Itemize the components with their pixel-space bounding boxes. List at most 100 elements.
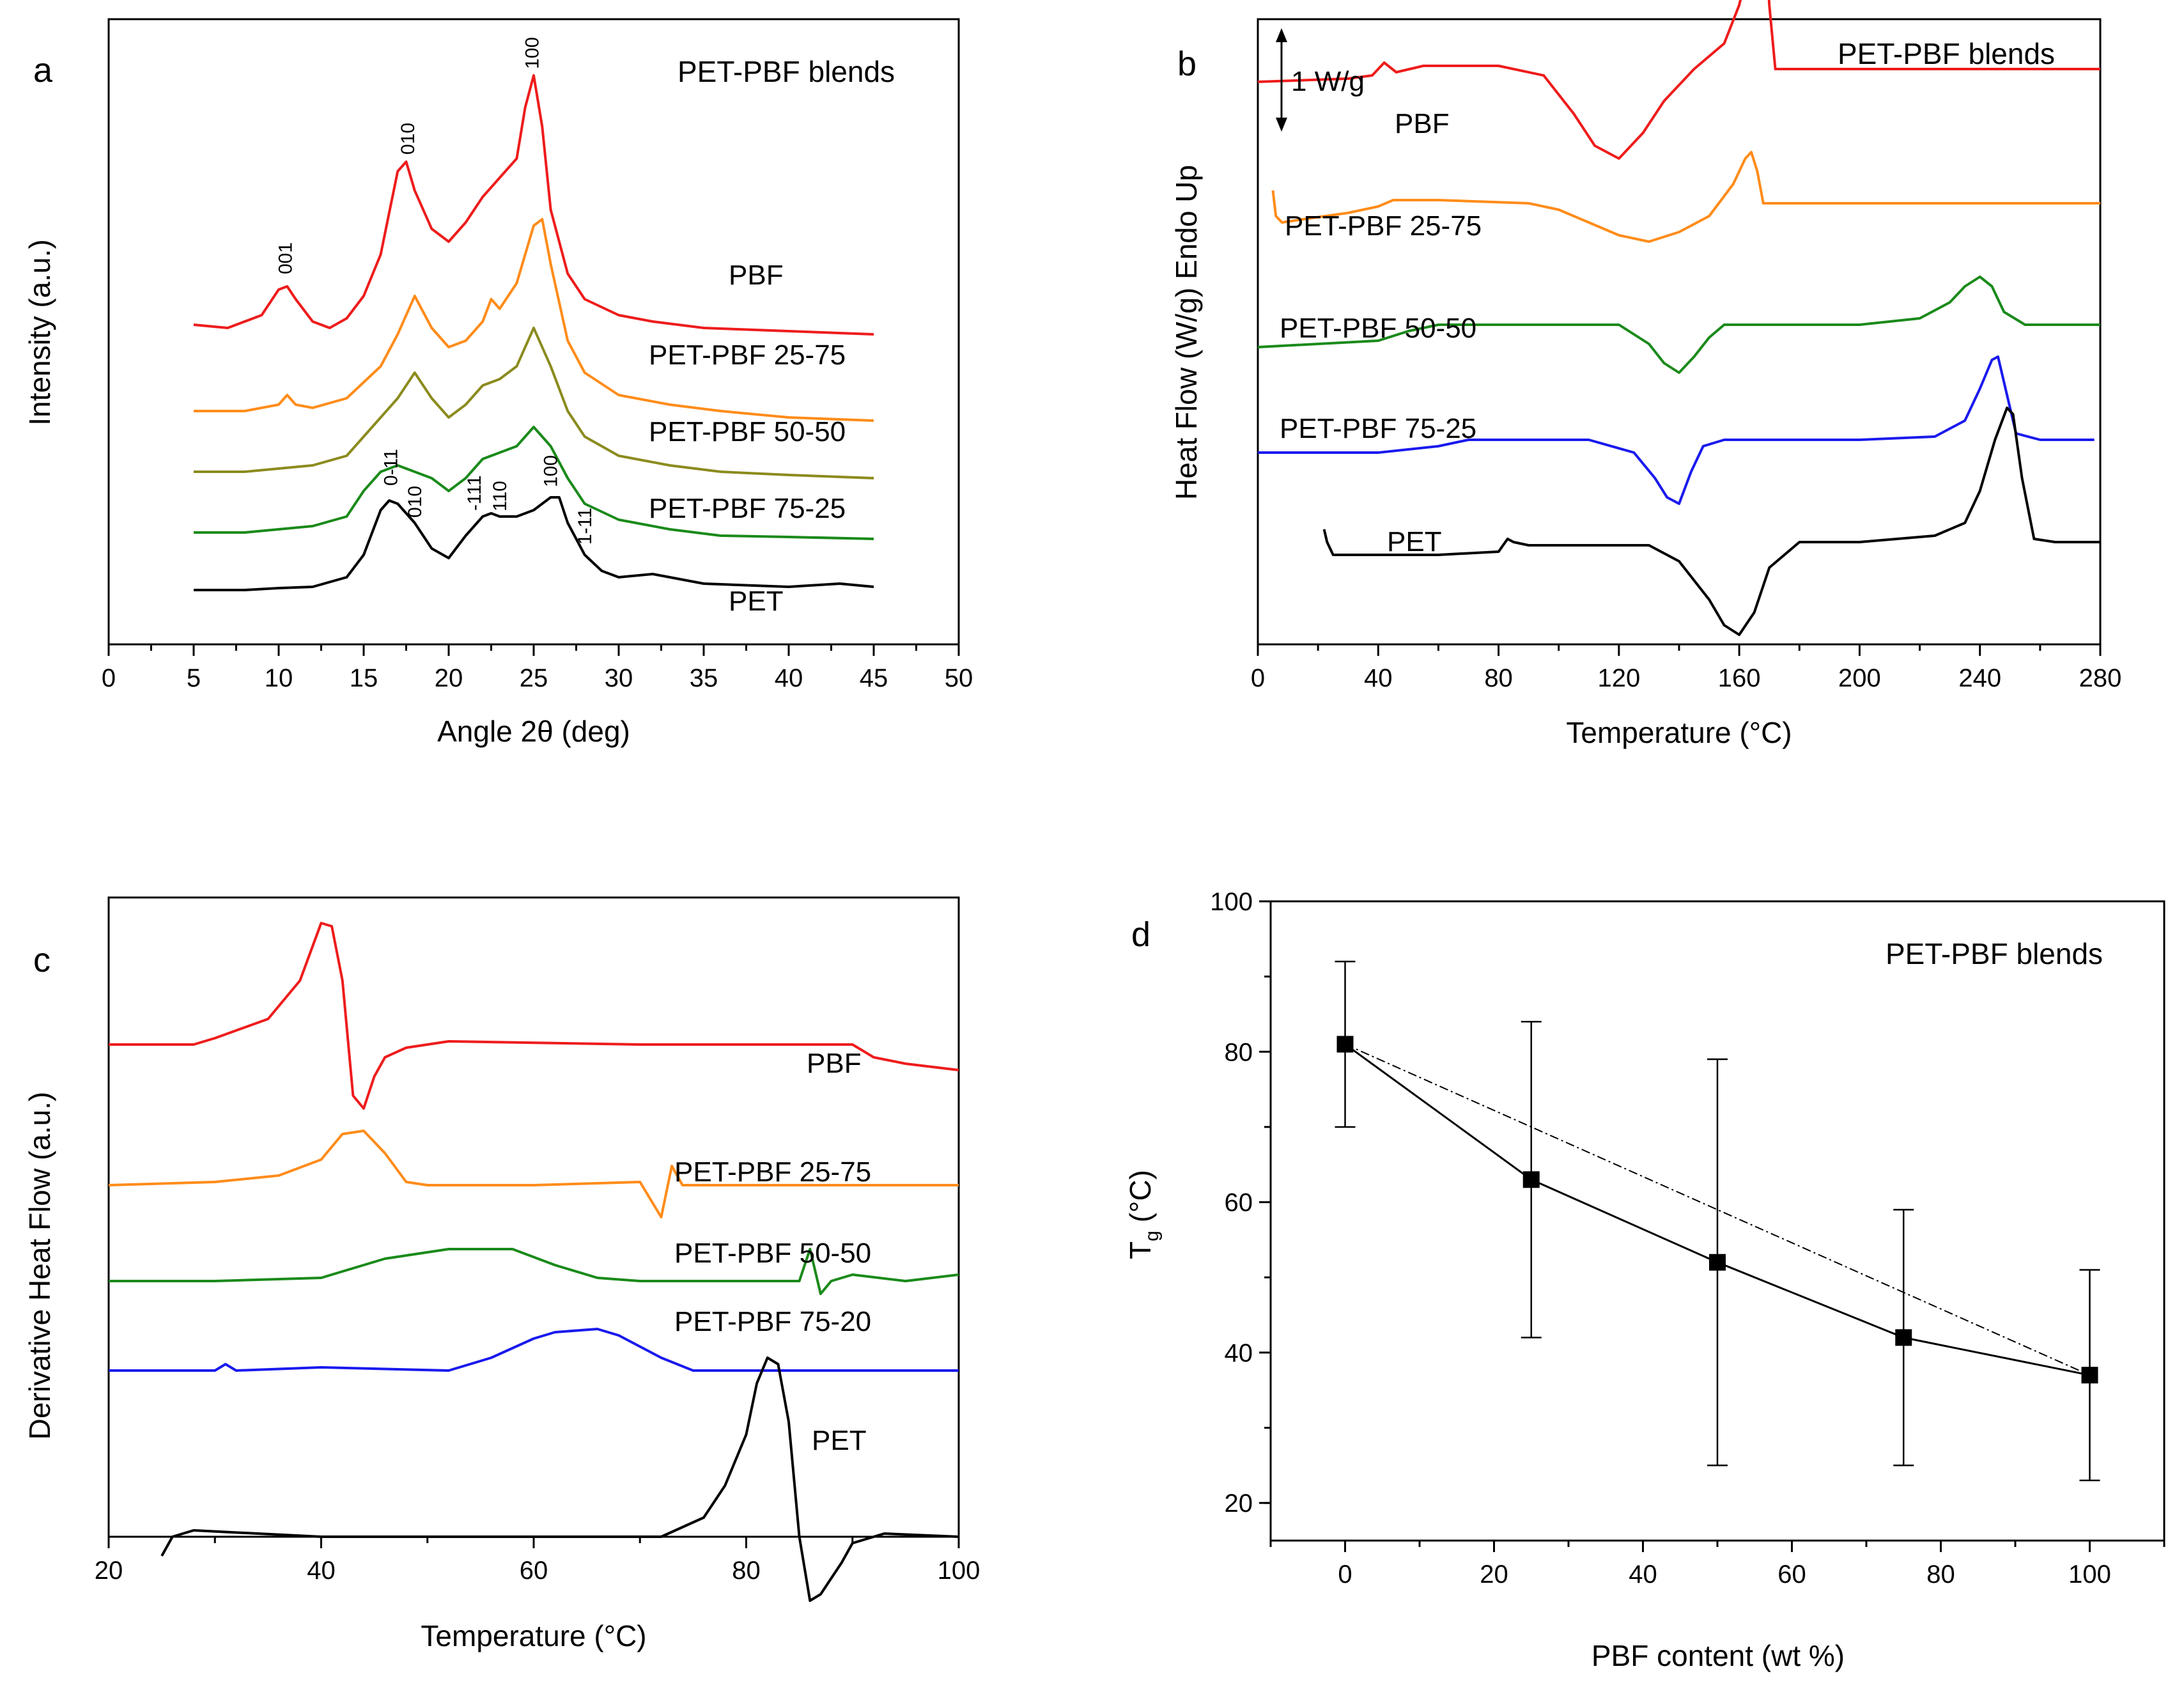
ideal-mixing-line	[1345, 1043, 2090, 1376]
x-tick-label-40: 40	[307, 1557, 336, 1585]
panel-b-y-axis-label: Heat Flow (W/g) Endo Up	[1170, 165, 1203, 500]
curve-label-pet-pbf-25-75: PET-PBF 25-75	[674, 1156, 871, 1188]
x-tick-label-120: 120	[1597, 664, 1640, 692]
curve-label-pbf: PBF	[1395, 108, 1450, 139]
panel-d-letter: d	[1131, 915, 1150, 954]
curve-pbf	[1257, 0, 2100, 160]
curve-label-pet-pbf-50-50: PET-PBF 50-50	[649, 416, 846, 447]
x-tick-label-25: 25	[520, 664, 548, 692]
panel-c-curves: PBF PET-PBF 25-75 PET-PBF 50-50 PET-PBF 75-…	[108, 922, 959, 1602]
panel-d-y-label-main: T	[1124, 1241, 1157, 1259]
panel-d-x-axis-label: PBF content (wt %)	[1592, 1639, 1845, 1672]
y-tick-label-80: 80	[1225, 1038, 1253, 1066]
curve-label-pet-pbf-75-25: PET-PBF 75-25	[649, 493, 846, 524]
panel-d-y-label-unit: (°C)	[1124, 1170, 1157, 1231]
x-tick-label-20: 20	[95, 1557, 123, 1585]
panel-a-curves: PBF PET-PBF 25-75 PET-PBF 50-50 PET-PBF 75-…	[193, 37, 874, 617]
panel-a-xrd-chart: a PBF PET-PBF 25-75 PET-PBF 50-50 PET-PBF 7…	[23, 18, 973, 748]
panel-d-legend-title: PET-PBF blends	[1886, 937, 2103, 970]
peak-label-pet-010: 010	[405, 486, 426, 518]
x-tick-label-15: 15	[350, 664, 378, 692]
panel-c-x-ticks: 20 40 60 80 100	[95, 1537, 980, 1585]
panel-a-letter: a	[33, 51, 53, 89]
x-tick-label-40: 40	[1629, 1560, 1657, 1589]
x-tick-label-50: 50	[945, 664, 973, 692]
curve-label-pbf: PBF	[807, 1048, 862, 1079]
x-tick-label-280: 280	[2079, 664, 2122, 692]
x-tick-label-80: 80	[1926, 1560, 1955, 1589]
x-tick-label-100: 100	[2068, 1560, 2111, 1589]
panel-a-y-axis-label: Intensity (a.u.)	[23, 239, 56, 425]
curve-label-pet-pbf-75-25: PET-PBF 75-25	[1280, 413, 1476, 444]
panel-d-y-ticks: 20 40 60 80 100	[1210, 888, 1271, 1518]
x-tick-label-35: 35	[690, 664, 718, 692]
panel-a-x-axis-label: Angle 2θ (deg)	[437, 715, 630, 748]
panel-c-derivative-chart: c PBF PET-PBF 25-75 PET-PBF 50-50 PET-PBF 7…	[23, 896, 980, 1652]
x-tick-label-20: 20	[435, 664, 463, 692]
curve-pet-pbf-50-50	[194, 327, 874, 479]
x-tick-label-45: 45	[860, 664, 888, 692]
curve-pet-pbf-25-75	[1271, 151, 2100, 243]
x-tick-label-60: 60	[1777, 1560, 1806, 1589]
panel-d-tg-chart: d 20 40 60 80 100 0 20 40 60 80 100 PET-PBF blend…	[1124, 888, 2165, 1672]
peak-label-pet-100: 100	[541, 455, 562, 487]
curve-label-pet: PET	[729, 586, 784, 617]
panel-c-letter: c	[33, 941, 50, 979]
x-tick-label-10: 10	[265, 664, 293, 692]
curve-pet-pbf-75-25	[194, 426, 874, 540]
peak-label-pet-110: 110	[490, 481, 511, 511]
panel-d-x-ticks: 0 20 40 60 80 100	[1269, 1541, 2165, 1589]
panel-b-curves: PBF PET-PBF 25-75 PET-PBF 50-50 PET-PBF 75-…	[1257, 0, 2100, 636]
scale-bar-arrow-down-icon	[1276, 118, 1287, 132]
x-tick-label-5: 5	[187, 664, 201, 692]
curve-label-pet: PET	[1387, 526, 1442, 557]
panel-d-plot	[1335, 960, 2100, 1482]
panel-a-x-ticks: 0 5 10 15 20 25 30 35 40 45 50	[102, 644, 973, 692]
curve-pet-pbf-50-50	[109, 1248, 959, 1295]
peak-label-pet-111: -111	[464, 475, 485, 511]
curve-pbf	[193, 74, 874, 336]
curve-pet-pbf-25-75	[108, 1130, 959, 1218]
curve-pet-pbf-75-20	[109, 1328, 959, 1372]
curve-label-pbf: PBF	[729, 260, 784, 291]
data-point-25	[1522, 1171, 1540, 1188]
curve-label-pet-pbf-25-75: PET-PBF 25-75	[649, 339, 846, 371]
x-tick-label-80: 80	[732, 1557, 761, 1585]
panel-b-x-axis-label: Temperature (°C)	[1566, 716, 1792, 749]
peak-label-pet-1-11: 1-11	[575, 508, 596, 545]
panel-a-legend-title: PET-PBF blends	[678, 55, 895, 88]
y-tick-label-20: 20	[1225, 1489, 1253, 1518]
curve-label-pet-pbf-50-50: PET-PBF 50-50	[1280, 313, 1476, 344]
x-tick-label-240: 240	[1958, 664, 2001, 692]
peak-label-pbf-001: 001	[275, 242, 297, 274]
panel-d-y-axis-label: Tg (°C)	[1124, 1170, 1163, 1259]
data-point-50	[1709, 1254, 1726, 1271]
curve-pbf	[109, 922, 959, 1110]
x-tick-label-0: 0	[102, 664, 116, 692]
x-tick-label-30: 30	[605, 664, 633, 692]
curve-pet-pbf-75-25	[1258, 355, 2095, 505]
x-tick-label-100: 100	[938, 1557, 980, 1585]
panel-d-y-label-sub: g	[1142, 1231, 1163, 1241]
x-tick-label-160: 160	[1718, 664, 1761, 692]
panel-c-x-axis-label: Temperature (°C)	[421, 1619, 646, 1652]
y-tick-label-60: 60	[1225, 1189, 1253, 1217]
scale-bar-label: 1 W/g	[1291, 66, 1365, 97]
data-point-100	[2081, 1367, 2098, 1384]
y-tick-label-40: 40	[1225, 1339, 1253, 1367]
curve-pet	[1322, 407, 2100, 636]
x-tick-label-20: 20	[1480, 1560, 1508, 1589]
peak-label-pbf-100: 100	[522, 37, 543, 69]
panel-b-dsc-chart: b PBF PET-PBF 25-75 PET-PBF 50-50 PET-PBF 7…	[1170, 0, 2121, 749]
data-point-0	[1336, 1036, 1354, 1053]
panel-b-x-ticks: 0 40 80 120 160 200 240 280	[1251, 644, 2122, 692]
panel-b-legend-title: PET-PBF blends	[1838, 37, 2055, 70]
x-tick-label-0: 0	[1251, 664, 1265, 692]
panel-b-scale-bar: 1 W/g	[1276, 28, 1365, 132]
curve-label-pet-pbf-25-75: PET-PBF 25-75	[1285, 210, 1482, 242]
curve-pet-pbf-25-75	[194, 218, 874, 422]
curve-pet	[160, 1356, 959, 1602]
x-tick-label-40: 40	[1364, 664, 1393, 692]
x-tick-label-0: 0	[1338, 1560, 1352, 1589]
